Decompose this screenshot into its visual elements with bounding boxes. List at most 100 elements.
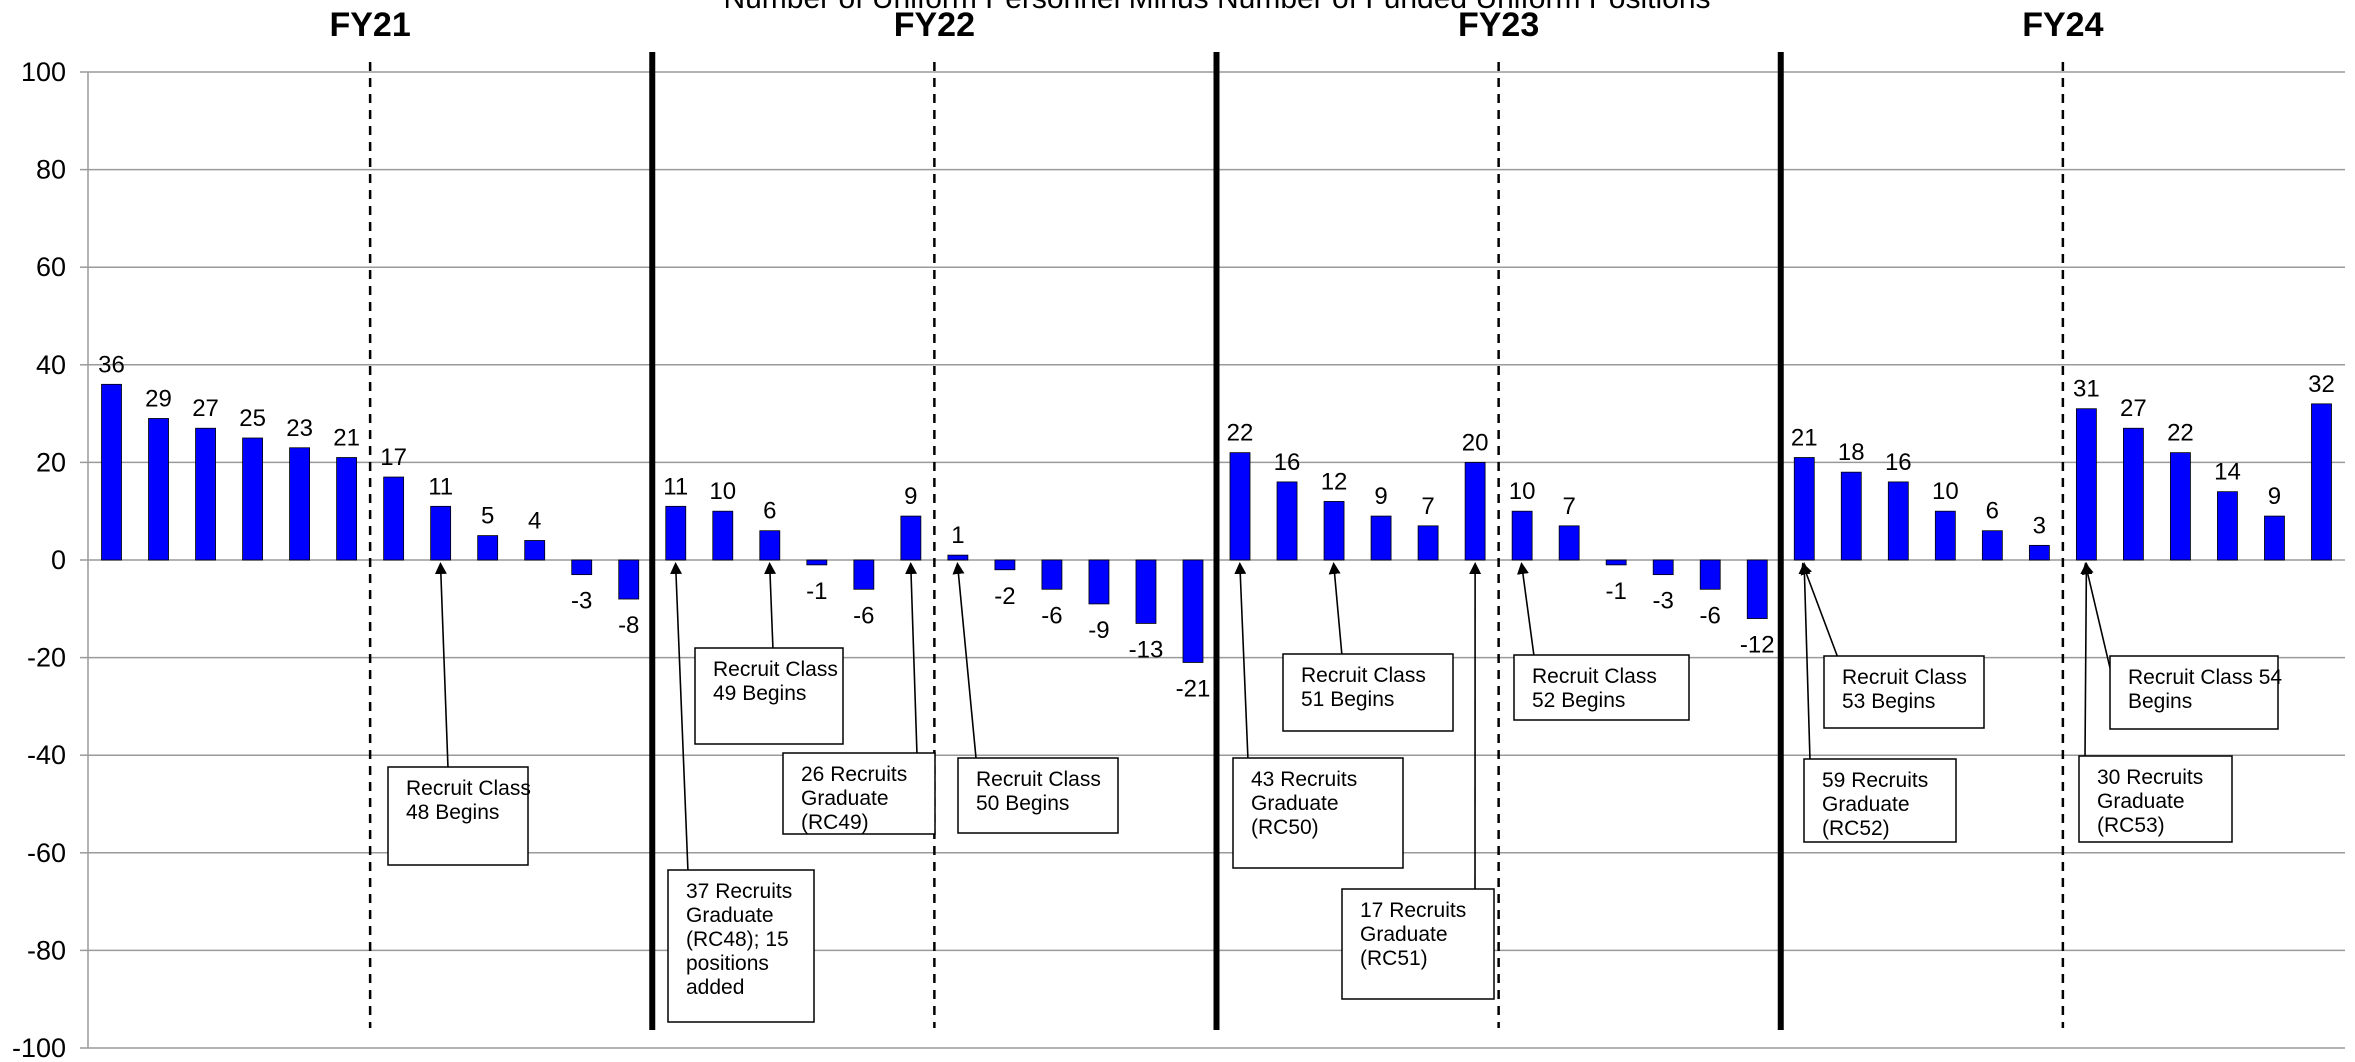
annotation-text: Recruit Class — [1842, 666, 1967, 689]
bar — [572, 560, 592, 575]
bar — [1888, 482, 1908, 560]
annotation-text: 49 Begins — [713, 682, 806, 705]
bar — [1277, 482, 1297, 560]
annotation-text: 37 Recruits — [686, 880, 792, 903]
annotation-text: Recruit Class — [1532, 665, 1657, 688]
bar — [1794, 458, 1814, 560]
data-label: -1 — [806, 578, 827, 605]
annotation-arrow — [2085, 568, 2086, 758]
bar — [478, 536, 498, 560]
bar — [1136, 560, 1156, 623]
annotation-arrow — [1522, 568, 1534, 656]
bar — [760, 531, 780, 560]
bar — [1653, 560, 1673, 575]
y-tick-label: 40 — [36, 350, 66, 380]
bar — [1700, 560, 1720, 589]
bar — [337, 458, 357, 560]
data-label: 18 — [1838, 439, 1865, 466]
data-label: 9 — [2268, 483, 2281, 510]
annotation-arrow — [1240, 568, 1248, 760]
data-label: 36 — [98, 351, 125, 378]
annotation-text: positions — [686, 952, 769, 975]
bar — [1747, 560, 1767, 619]
annotation-text: (RC52) — [1822, 817, 1890, 840]
grid — [80, 72, 2345, 1048]
bar — [948, 555, 968, 560]
bar — [1512, 511, 1532, 560]
annotation-arrow — [441, 568, 448, 768]
annotation-text: Graduate — [1822, 793, 1910, 816]
annotation-arrow — [911, 568, 917, 755]
bar — [2123, 428, 2143, 560]
bar — [1230, 453, 1250, 560]
annotation-text: (RC51) — [1360, 947, 1428, 970]
annotation-arrow — [676, 568, 688, 872]
data-label: 4 — [528, 507, 541, 534]
data-label: -6 — [1700, 602, 1721, 629]
annotations: Recruit Class48 Begins37 RecruitsGraduat… — [388, 568, 2282, 1022]
data-label: 6 — [763, 498, 776, 525]
bar — [196, 428, 216, 560]
annotation-text: (RC49) — [801, 811, 869, 834]
data-label: 14 — [2214, 459, 2241, 486]
data-label: 10 — [709, 478, 736, 505]
bar — [995, 560, 1015, 570]
annotation-text: added — [686, 976, 744, 999]
data-label: -9 — [1088, 617, 1109, 644]
annotation-text: Recruit Class — [1301, 664, 1426, 687]
annotation-callout: Recruit Class51 Begins — [1283, 568, 1453, 731]
bar — [102, 384, 122, 560]
data-label: 16 — [1885, 449, 1912, 476]
bar — [2311, 404, 2331, 560]
annotation-text: (RC50) — [1251, 816, 1319, 839]
data-label: 27 — [192, 395, 219, 422]
data-label: 6 — [1986, 498, 1999, 525]
annotation-text: Graduate — [1251, 792, 1339, 815]
fiscal-year-label: FY21 — [329, 6, 410, 44]
annotation-text: Graduate — [801, 787, 889, 810]
data-label: 21 — [1791, 425, 1818, 452]
bar — [1935, 511, 1955, 560]
annotation-text: Recruit Class 54 — [2128, 666, 2282, 689]
bar — [1324, 501, 1344, 560]
chart-title: Number of Uniform Personnel Minus Number… — [723, 0, 1710, 15]
bar — [2170, 453, 2190, 560]
data-label: -3 — [571, 588, 592, 615]
y-tick-label: -100 — [12, 1033, 66, 1062]
annotation-text: (RC53) — [2097, 814, 2165, 837]
data-label: 23 — [286, 415, 313, 442]
y-tick-label: -80 — [27, 935, 66, 965]
annotation-text: Recruit Class — [713, 658, 838, 681]
annotation-text: (RC48); 15 — [686, 928, 789, 951]
annotation-text: Graduate — [1360, 923, 1448, 946]
bar — [1465, 462, 1485, 560]
y-tick-label: 60 — [36, 252, 66, 282]
data-label: 10 — [1509, 478, 1536, 505]
data-label: -8 — [618, 612, 639, 639]
y-tick-label: -20 — [27, 643, 66, 673]
annotation-text: Graduate — [686, 904, 774, 927]
bar — [290, 448, 310, 560]
annotation-arrow — [2086, 568, 2110, 668]
bar — [1606, 560, 1626, 565]
bar — [2264, 516, 2284, 560]
data-label: -1 — [1606, 578, 1627, 605]
data-label: 20 — [1462, 429, 1489, 456]
bar — [1371, 516, 1391, 560]
data-label: -3 — [1653, 588, 1674, 615]
annotation-callout: Recruit Class 54Begins — [2086, 568, 2282, 729]
annotation-arrow — [770, 568, 773, 650]
annotation-text: 51 Begins — [1301, 688, 1394, 711]
bar — [149, 418, 169, 560]
fiscal-year-label: FY24 — [2022, 6, 2103, 44]
data-label: -12 — [1740, 632, 1775, 659]
annotation-text: Recruit Class — [406, 777, 531, 800]
y-tick-label: -60 — [27, 838, 66, 868]
data-label: 17 — [380, 444, 407, 471]
y-tick-label: 100 — [21, 57, 66, 87]
y-tick-label: 80 — [36, 155, 66, 185]
bar — [1183, 560, 1203, 662]
annotation-arrow — [1804, 568, 1838, 658]
annotation-text: 52 Begins — [1532, 689, 1625, 712]
bar — [901, 516, 921, 560]
